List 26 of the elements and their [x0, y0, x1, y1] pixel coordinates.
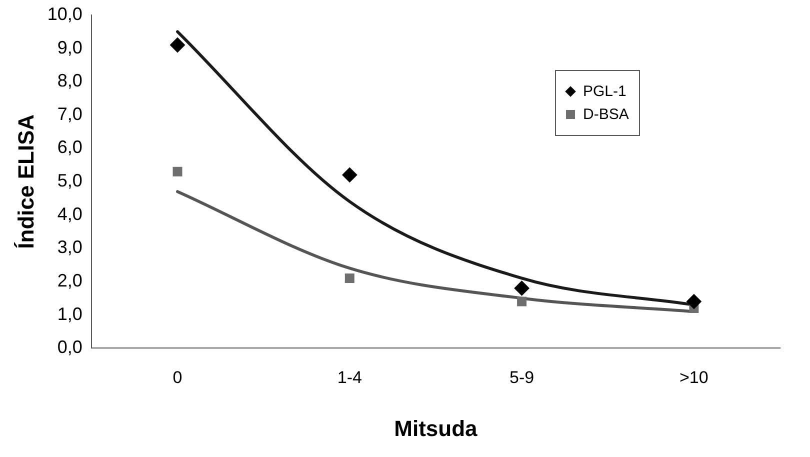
- point: [170, 37, 186, 52]
- point: [344, 273, 354, 283]
- point: [686, 294, 702, 310]
- point: [172, 166, 182, 176]
- y-axis-title: Índice ELISA: [13, 114, 38, 249]
- x-axis-title: Mitsuda: [394, 416, 478, 441]
- point: [517, 296, 527, 306]
- point: [342, 167, 358, 182]
- y-tick-label: 6,0: [57, 137, 82, 158]
- y-tick-label: 9,0: [57, 37, 82, 58]
- x-tick-label: >10: [680, 368, 708, 388]
- x-tick-label: 5-9: [510, 368, 534, 388]
- legend-label: D-BSA: [583, 106, 629, 123]
- x-tick-label: 1-4: [337, 368, 362, 388]
- legend-label: PGL-1: [583, 83, 626, 100]
- y-tick-label: 10,0: [47, 4, 82, 24]
- x-tick-label: 0: [172, 368, 182, 388]
- y-tick-label: 7,0: [57, 104, 82, 124]
- y-tick-label: 3,0: [57, 237, 82, 258]
- y-tick-label: 0,0: [57, 337, 82, 358]
- y-tick-label: 2,0: [57, 270, 82, 291]
- y-tick-label: 4,0: [57, 204, 82, 224]
- y-tick-label: 1,0: [57, 304, 82, 324]
- y-tick-label: 5,0: [57, 170, 82, 191]
- point: [514, 280, 530, 296]
- y-tick-label: 8,0: [57, 70, 82, 91]
